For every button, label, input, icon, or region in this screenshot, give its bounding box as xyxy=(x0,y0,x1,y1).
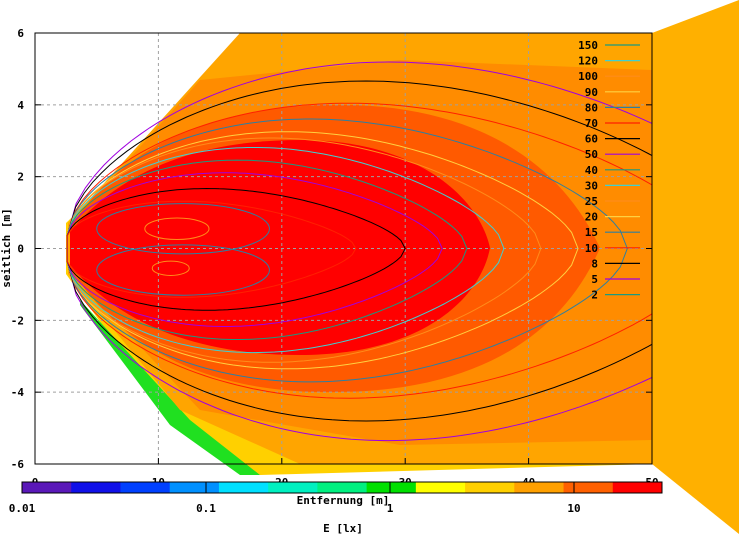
legend-label: 5 xyxy=(591,273,598,286)
y-axis-label: seitlich [m] xyxy=(0,208,13,287)
contour-lines xyxy=(66,61,652,442)
legend-label: 90 xyxy=(585,86,598,99)
heatmap-region-red xyxy=(70,140,490,355)
colorbar-segment xyxy=(317,482,368,493)
colorbar-segment xyxy=(22,482,72,493)
contour-25 xyxy=(66,137,542,363)
legend-label: 25 xyxy=(585,195,598,208)
colorbar-tick-label: 10 xyxy=(567,502,580,515)
legend-label: 20 xyxy=(585,211,598,224)
heatmap-fill xyxy=(66,0,739,534)
contour-8 xyxy=(66,80,652,422)
y-tick-label: -4 xyxy=(11,386,25,399)
legend-label: 8 xyxy=(591,257,598,270)
contour-10 xyxy=(66,102,652,399)
colorbar-tick-label: 1 xyxy=(387,502,394,515)
colorbar-segment xyxy=(514,482,565,493)
y-tick-label: -6 xyxy=(11,458,25,471)
y-tick-label: 2 xyxy=(17,171,24,184)
colorbar-tick-label: 0.1 xyxy=(196,502,216,515)
contour-20 xyxy=(66,131,579,370)
legend-label: 120 xyxy=(578,55,598,68)
y-tick-label: 6 xyxy=(17,27,24,40)
legend-label: 30 xyxy=(585,179,598,192)
legend-label: 70 xyxy=(585,117,598,130)
heatmap-region-outer-right xyxy=(652,0,739,534)
colorbar-segment xyxy=(71,482,121,493)
colorbar-segment xyxy=(465,482,515,493)
x-axis-label: Entfernung [m] xyxy=(297,494,390,507)
colorbar-segment xyxy=(169,482,220,493)
legend-label: 10 xyxy=(585,242,598,255)
colorbar-segment xyxy=(218,482,269,493)
contour-40 xyxy=(66,159,468,340)
colorbar-segment xyxy=(366,482,417,493)
legend-label: 50 xyxy=(585,148,598,161)
colorbar-segment xyxy=(120,482,171,493)
legend-label: 100 xyxy=(578,70,598,83)
legend-label: 40 xyxy=(585,164,598,177)
colorbar-segment xyxy=(612,482,663,493)
colorbar-segment xyxy=(268,482,318,493)
y-tick-label: 4 xyxy=(17,99,24,112)
legend-label: 150 xyxy=(578,39,598,52)
contour-lobe-80 xyxy=(96,244,270,296)
contour-lobe-80 xyxy=(96,203,270,255)
contour-lobe-100 xyxy=(144,217,210,241)
contour-5 xyxy=(66,61,652,442)
colorbar-segment xyxy=(563,482,614,493)
contour-70 xyxy=(66,200,357,298)
legend-label: 60 xyxy=(585,133,598,146)
colorbar: 0.01 0.1 1 10 xyxy=(9,481,663,515)
contour-lobe-100 xyxy=(151,260,190,276)
colorbar-segment xyxy=(415,482,466,493)
y-tick-label: -2 xyxy=(11,314,24,327)
colorbar-label: E [lx] xyxy=(323,522,363,534)
y-tick-label: 0 xyxy=(17,243,24,256)
legend-label: 2 xyxy=(591,289,598,302)
colorbar-tick-label: 0.01 xyxy=(9,502,36,515)
legend-label: 15 xyxy=(585,226,598,239)
legend-label: 80 xyxy=(585,101,598,114)
contour-15 xyxy=(66,118,628,383)
contour-30 xyxy=(66,147,505,354)
legend: 150 120 100 90 80 70 60 50 40 30 25 20 15 10 8 5 2 xyxy=(578,39,640,302)
contour-60 xyxy=(66,187,406,311)
contour-50 xyxy=(66,172,443,327)
